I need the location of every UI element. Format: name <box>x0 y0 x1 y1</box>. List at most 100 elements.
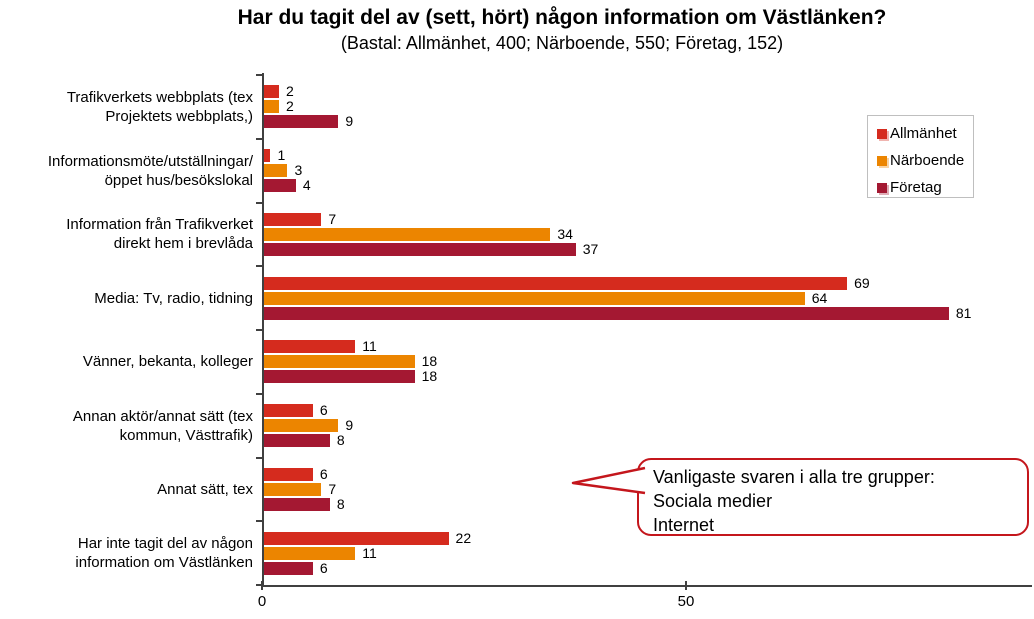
bar-group: 7 34 37 <box>262 210 1034 256</box>
bar-allmänhet <box>262 467 313 481</box>
x-tick-label: 0 <box>257 593 267 610</box>
bar-företag <box>262 242 576 256</box>
x-tick <box>685 581 687 590</box>
y-tick <box>256 329 263 331</box>
bar-närboende <box>262 227 551 241</box>
bar-line: 37 <box>262 242 1034 256</box>
bar-företag <box>262 179 296 193</box>
bar-närboende <box>262 419 339 433</box>
legend-label: Allmänhet <box>890 125 957 142</box>
bar-närboende <box>262 482 322 496</box>
bar-line: 22 <box>262 529 1034 546</box>
legend-label: Företag <box>890 179 942 196</box>
legend-label: Närboende <box>890 152 965 169</box>
bar-value-label: 9 <box>345 417 354 434</box>
category-row: Har inte tagit del av någon information … <box>0 521 1034 585</box>
bar-närboende <box>262 546 356 560</box>
bar-line: 6 <box>262 467 1034 481</box>
category-row: Vänner, bekanta, kolleger 11 18 18 <box>0 330 1034 394</box>
bar-line: 9 <box>262 113 1034 130</box>
legend-item: Närboende <box>877 152 973 169</box>
bar-närboende <box>262 291 805 305</box>
bar-value-label: 22 <box>455 529 472 546</box>
bar-value-label: 6 <box>319 559 328 576</box>
bar-value-label: 2 <box>285 83 294 100</box>
category-row: Informationsmöte/utställningar/ öppet hu… <box>0 139 1034 203</box>
bar-value-label: 64 <box>811 289 828 306</box>
bar-line: 1 <box>262 147 1034 164</box>
bar-line: 6 <box>262 402 1034 419</box>
category-label: Vänner, bekanta, kolleger <box>82 353 253 371</box>
bar-line: 69 <box>262 274 1034 291</box>
annotation-line: Vanligaste svaren i alla tre grupper: <box>653 467 935 487</box>
bar-value-label: 81 <box>955 304 972 321</box>
category-label: Annat sätt, tex <box>157 480 253 498</box>
bar-value-label: 2 <box>285 98 294 115</box>
bar-value-label: 8 <box>336 495 345 512</box>
bar-line: 2 <box>262 83 1034 100</box>
bar-allmänhet <box>262 404 313 418</box>
bar-value-label: 6 <box>319 402 328 419</box>
y-tick <box>256 392 263 395</box>
bar-value-label: 9 <box>345 113 354 130</box>
chart-subtitle: (Bastal: Allmänhet, 400; Närboende, 550;… <box>340 33 784 53</box>
bar-företag <box>262 497 330 511</box>
category-row: Media: Tv, radio, tidning 69 64 81 <box>0 266 1034 330</box>
bar-value-label: 7 <box>328 210 337 227</box>
category-label: Har inte tagit del av någon information … <box>75 535 253 572</box>
bar-value-label: 8 <box>336 432 345 449</box>
y-tick <box>256 584 263 586</box>
bar-line: 34 <box>262 225 1034 242</box>
bar-line: 4 <box>262 178 1034 193</box>
bar-företag <box>262 370 415 384</box>
bar-företag <box>262 306 949 320</box>
plot-rows: Trafikverkets webbplats (tex Projektets … <box>0 75 1034 585</box>
bar-value-label: 18 <box>421 368 438 385</box>
bar-line: 8 <box>262 432 1034 449</box>
bar-närboende <box>262 100 279 114</box>
bar-value-label: 1 <box>277 147 286 164</box>
bar-group: 69 64 81 <box>262 274 1034 321</box>
bar-line: 11 <box>262 339 1034 354</box>
annotation-line: Internet <box>653 515 715 535</box>
x-tick <box>261 581 263 590</box>
legend-swatch <box>877 182 887 193</box>
legend-item: Företag <box>877 179 973 196</box>
bar-line: 7 <box>262 210 1034 227</box>
annotation-line: Sociala medier <box>653 491 773 511</box>
x-axis-line <box>262 585 1032 587</box>
bar-line: 64 <box>262 289 1034 306</box>
x-tick-label: 50 <box>677 593 695 610</box>
bar-value-label: 34 <box>557 225 573 242</box>
bar-line: 8 <box>262 495 1034 512</box>
bar-value-label: 11 <box>362 544 377 561</box>
y-tick <box>256 520 263 523</box>
bar-value-label: 69 <box>854 274 870 291</box>
y-tick <box>256 201 263 204</box>
bar-group: 22 11 6 <box>262 529 1034 576</box>
bar-företag <box>262 434 330 448</box>
bar-value-label: 18 <box>421 353 438 370</box>
category-row: Annat sätt, tex 6 7 8 <box>0 458 1034 522</box>
bar-allmänhet <box>262 276 848 290</box>
callout-tail <box>571 466 646 495</box>
legend-swatch <box>877 128 887 139</box>
y-tick <box>256 74 263 76</box>
bar-allmänhet <box>262 531 449 545</box>
bar-value-label: 7 <box>328 480 337 497</box>
category-row: Annan aktör/annat sätt (tex kommun, Väst… <box>0 394 1034 458</box>
category-label: Information från Trafikverket direkt hem… <box>66 216 253 253</box>
bar-allmänhet <box>262 149 271 163</box>
bar-företag <box>262 115 339 129</box>
category-row: Information från Trafikverket direkt hem… <box>0 203 1034 267</box>
chart-title: Har du tagit del av (sett, hört) någon i… <box>237 6 887 29</box>
bar-line: 11 <box>262 544 1034 561</box>
bar-line: 7 <box>262 480 1034 497</box>
category-label: Media: Tv, radio, tidning <box>94 289 253 307</box>
bar-line: 3 <box>262 163 1034 178</box>
